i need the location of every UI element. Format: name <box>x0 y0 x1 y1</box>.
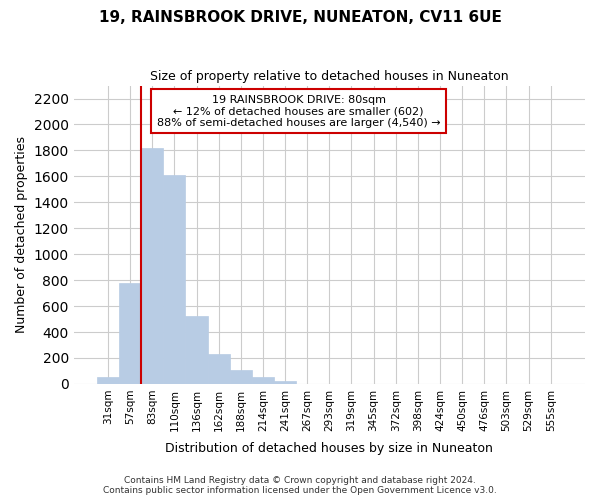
Text: 19 RAINSBROOK DRIVE: 80sqm
← 12% of detached houses are smaller (602)
88% of sem: 19 RAINSBROOK DRIVE: 80sqm ← 12% of deta… <box>157 94 440 128</box>
Bar <box>185 316 208 384</box>
Bar <box>252 377 274 384</box>
Text: Contains HM Land Registry data © Crown copyright and database right 2024.
Contai: Contains HM Land Registry data © Crown c… <box>103 476 497 495</box>
X-axis label: Distribution of detached houses by size in Nuneaton: Distribution of detached houses by size … <box>166 442 493 455</box>
Bar <box>141 148 163 384</box>
Y-axis label: Number of detached properties: Number of detached properties <box>15 136 28 333</box>
Text: 19, RAINSBROOK DRIVE, NUNEATON, CV11 6UE: 19, RAINSBROOK DRIVE, NUNEATON, CV11 6UE <box>98 10 502 25</box>
Bar <box>97 378 119 384</box>
Bar <box>230 370 252 384</box>
Bar <box>208 354 230 384</box>
Bar <box>119 282 141 384</box>
Bar <box>163 175 185 384</box>
Bar <box>274 380 296 384</box>
Title: Size of property relative to detached houses in Nuneaton: Size of property relative to detached ho… <box>150 70 509 83</box>
